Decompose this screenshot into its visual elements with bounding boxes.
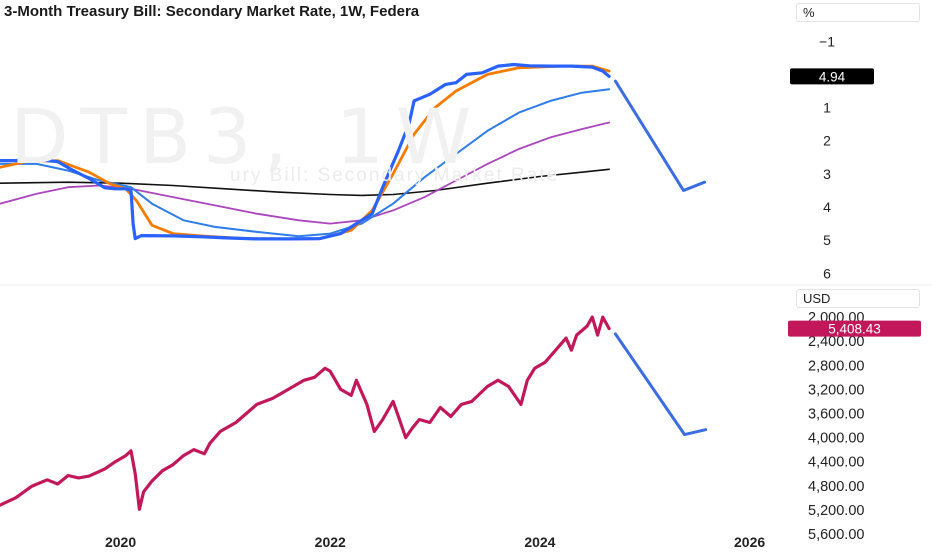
y-tick-label: −1 xyxy=(819,33,835,49)
last-value-badge xyxy=(788,320,921,337)
y-tick-label: 1 xyxy=(823,100,831,116)
watermark-symbol: DTB3, 1W xyxy=(10,92,484,181)
y-tick-label: 4,000.00 xyxy=(808,431,864,447)
top-unit-selector[interactable]: % xyxy=(796,3,920,22)
bottom-pane: 5,600.00 5,200.00 4,800.00 4,400.00 4,000.00… xyxy=(0,310,921,543)
y-tick-label: 2,800.00 xyxy=(808,358,864,374)
y-tick-label: 5 xyxy=(823,232,831,248)
chart-title: 3-Month Treasury Bill: Secondary Market … xyxy=(4,3,420,20)
last-value-label: 4.94 xyxy=(819,69,846,84)
y-tick-label: 6 xyxy=(823,265,831,281)
x-tick-label: 2026 xyxy=(734,534,765,550)
forecast-arrow xyxy=(613,79,706,192)
watermark-description: ury Bill: Secondary Market Rate xyxy=(230,165,560,186)
y-tick-label: 4,400.00 xyxy=(808,455,864,471)
price-line xyxy=(0,315,611,511)
y-tick-label: 2,400.00 xyxy=(808,334,864,350)
y-tick-label: 2 xyxy=(823,133,831,149)
y-tick-label: 3,200.00 xyxy=(808,382,864,398)
top-pane: 6543210−14.94 xyxy=(0,33,874,281)
last-value-badge xyxy=(790,68,874,85)
y-tick-label: 4,800.00 xyxy=(808,479,864,495)
x-tick-label: 2022 xyxy=(315,534,346,550)
forecast-arrow xyxy=(613,332,708,437)
y-tick-label: 5,600.00 xyxy=(808,527,864,543)
y-tick-label: 3,600.00 xyxy=(808,406,864,422)
x-tick-label: 2020 xyxy=(105,534,136,550)
x-tick-label: 2024 xyxy=(524,534,555,550)
ma-black-line xyxy=(0,168,610,197)
y-tick-label: 5,200.00 xyxy=(808,503,864,519)
rate-line xyxy=(0,62,611,241)
y-tick-label: 4 xyxy=(823,199,831,215)
y-tick-label: 3 xyxy=(823,166,831,182)
bottom-unit-selector[interactable]: USD xyxy=(796,289,920,308)
last-value-label: 5,408.43 xyxy=(828,322,881,337)
x-axis: 2020 2022 2024 2026 xyxy=(105,534,765,550)
